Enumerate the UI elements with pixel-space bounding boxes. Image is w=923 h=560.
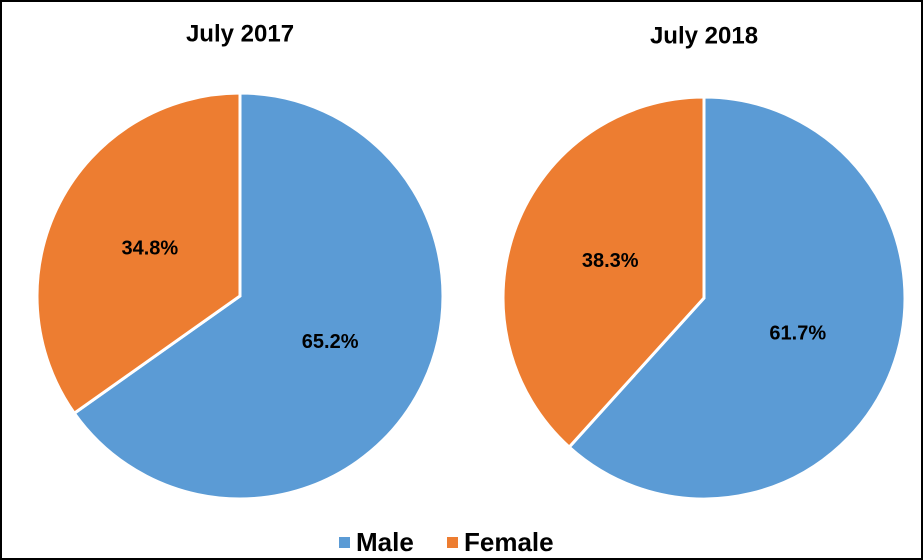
data-label: 61.7% [769,322,826,344]
data-label: 34.8% [121,238,178,260]
pie-slice [501,95,706,450]
legend-swatch [447,537,458,548]
pie-slice [567,95,907,501]
pie-slice [72,91,445,501]
data-label: 65.2% [302,331,359,353]
chart-title: July 2017 [186,20,294,47]
legend-swatch [339,537,350,548]
data-label: 38.3% [582,250,639,272]
legend-label: Male [356,527,414,557]
chart-title: July 2018 [650,22,758,49]
legend-label: Female [464,527,554,557]
pie-slice [35,91,242,416]
